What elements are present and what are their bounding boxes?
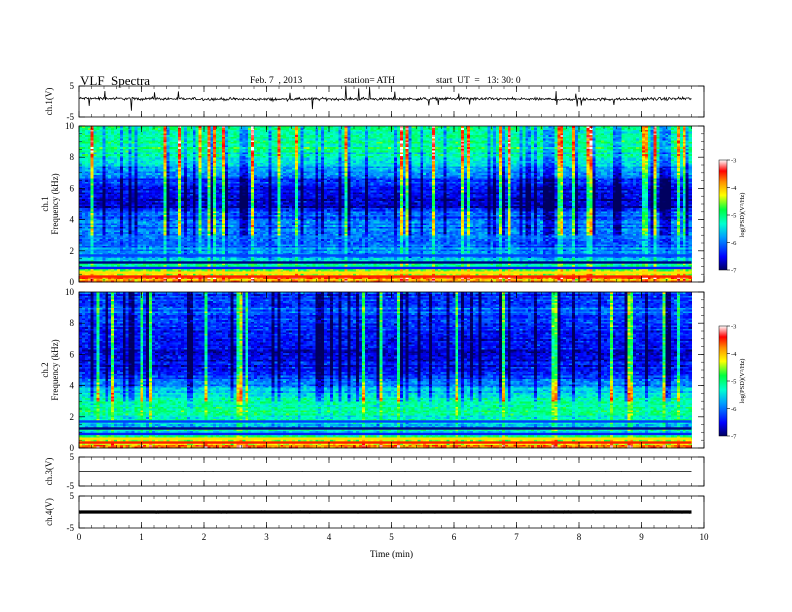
spectrum1-cells <box>79 126 692 282</box>
vlf-spectra-figure: -55ch.1(V)0246810ch.1 Frequency (kHz)-3-4… <box>0 0 792 612</box>
ch1-trace <box>79 86 692 111</box>
